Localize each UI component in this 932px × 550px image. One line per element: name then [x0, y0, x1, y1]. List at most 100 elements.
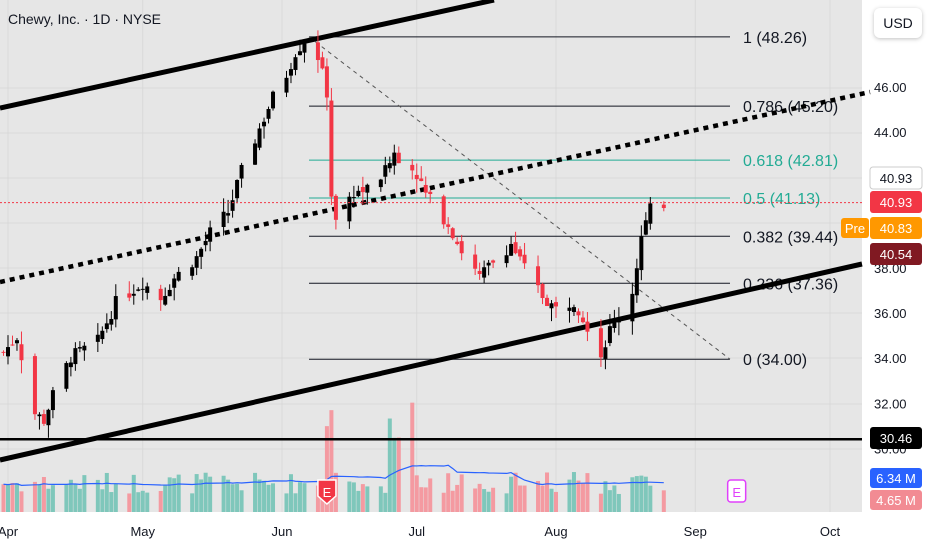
- volume-bar: [387, 418, 392, 512]
- volume-bar: [302, 483, 307, 512]
- candle-body: [315, 42, 320, 61]
- volume-bar: [6, 484, 10, 512]
- volume-bar: [131, 474, 136, 512]
- candle-body: [473, 254, 478, 269]
- x-tick-label: Sep: [684, 524, 707, 539]
- time-axis[interactable]: Apr May Jun Jul Aug Sep Oct: [0, 524, 840, 539]
- volume-bar: [459, 474, 464, 512]
- candle-body: [172, 278, 177, 288]
- price-label-box: [870, 217, 922, 239]
- volume-bar: [163, 485, 168, 512]
- earnings-marker-icon[interactable]: E: [317, 479, 337, 506]
- volume-bar: [46, 488, 51, 512]
- volume-bar: [230, 484, 235, 512]
- candlesticks: [0, 30, 862, 438]
- candle-body: [392, 152, 397, 166]
- candle-body: [127, 293, 132, 298]
- y-tick-label: 44.00: [874, 125, 907, 140]
- volume-bar: [167, 477, 172, 512]
- volume-bar: [1, 484, 6, 512]
- volume-bar: [32, 481, 37, 512]
- volume-bar: [477, 483, 482, 512]
- candle-body: [607, 326, 612, 344]
- candle-body: [441, 196, 446, 225]
- y-tick-label: 46.00: [874, 80, 907, 95]
- volume-bar: [419, 487, 424, 512]
- candle-body: [6, 347, 10, 357]
- x-tick-label: Aug: [544, 524, 567, 539]
- volume-bar: [414, 475, 419, 512]
- volume-bar: [634, 476, 639, 512]
- grid-lines: [0, 0, 862, 512]
- candle-body: [477, 270, 482, 275]
- volume-bar: [329, 410, 334, 512]
- volume-bar: [140, 490, 145, 512]
- candle-body: [239, 164, 244, 179]
- candle-body: [131, 293, 136, 296]
- volume-bar: [545, 472, 550, 512]
- price-label-box: [870, 243, 922, 265]
- volume-bar: [554, 491, 558, 512]
- volume-bar: [50, 485, 55, 512]
- volume-bar: [158, 490, 163, 512]
- candle-body: [284, 77, 289, 93]
- volume-bar: [19, 491, 24, 512]
- chart-title: Chewy, Inc. · 1D · NYSE: [8, 11, 161, 27]
- volume-last-label: 4.65 M: [876, 493, 916, 508]
- candle-body: [356, 190, 361, 197]
- candle-body: [158, 288, 163, 301]
- volume-bar: [450, 490, 455, 512]
- volume-bar: [486, 491, 491, 512]
- volume-bar: [266, 484, 271, 512]
- volume-bar: [194, 474, 199, 512]
- price-axis[interactable]: 46.0044.0042.0040.0038.0036.0034.0032.00…: [874, 80, 907, 457]
- volume-bar: [446, 473, 451, 512]
- x-tick-label: Oct: [820, 524, 841, 539]
- volume-bar: [235, 483, 240, 512]
- price-labels: 40.93 40.93 40.83 40.54 30.46 Pre 6.34 M 4.65 M: [841, 166, 923, 510]
- candle-body: [64, 363, 69, 389]
- candle-body: [576, 311, 581, 316]
- volume-bar: [172, 478, 177, 512]
- candle-body: [643, 220, 648, 235]
- candle-body: [208, 227, 213, 242]
- candle-body: [167, 289, 172, 297]
- candle-body: [257, 128, 262, 148]
- volume-bar: [203, 472, 208, 512]
- x-tick-label: Apr: [0, 524, 19, 539]
- candle-body: [513, 242, 518, 254]
- currency-button[interactable]: USD: [874, 8, 922, 38]
- volume-bar: [136, 492, 141, 512]
- candle-body: [414, 174, 419, 180]
- volume-last-label-box: [870, 490, 922, 510]
- volume-bar: [10, 483, 15, 512]
- candle-body: [32, 356, 37, 415]
- volume-bar: [643, 476, 648, 512]
- volume-bar: [509, 476, 514, 512]
- channel-lower-line: [0, 261, 863, 463]
- price-label-text: 40.93: [880, 195, 913, 210]
- volume-bar: [504, 493, 509, 512]
- candle-body: [491, 260, 496, 263]
- candle-body: [230, 200, 235, 211]
- candle-body: [387, 163, 392, 169]
- earnings-marker-icon[interactable]: E: [726, 479, 747, 503]
- volume-bar: [473, 488, 478, 512]
- volume-bar: [648, 485, 653, 512]
- volume-bar: [603, 481, 608, 512]
- candle-body: [482, 267, 487, 278]
- candle-body: [545, 297, 550, 306]
- channel-upper-line: [0, 0, 495, 111]
- volume-bar: [73, 484, 78, 512]
- volume-bar: [482, 489, 487, 512]
- volume-bar: [396, 437, 401, 512]
- volume-bar: [351, 482, 356, 512]
- volume-bar: [423, 487, 428, 512]
- volume-bar: [428, 478, 433, 512]
- candle-body: [104, 323, 109, 330]
- candle-body: [50, 390, 55, 411]
- candle-body: [109, 318, 114, 325]
- candle-body: [639, 236, 644, 271]
